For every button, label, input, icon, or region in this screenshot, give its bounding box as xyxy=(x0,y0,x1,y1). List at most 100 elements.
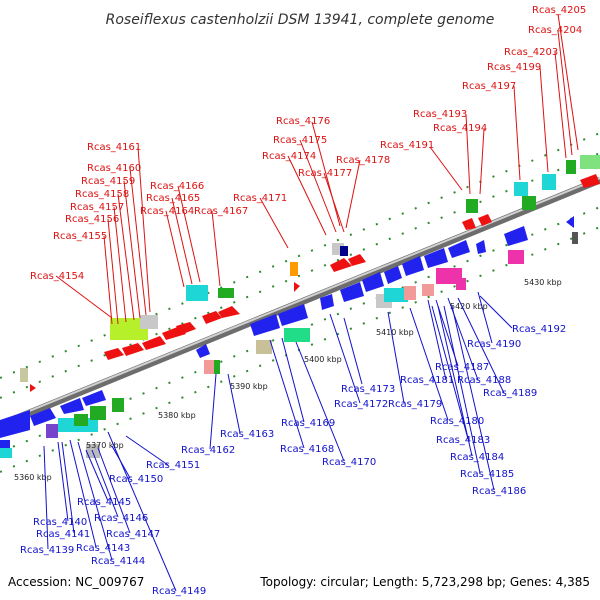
gene-label: Rcas_4147 xyxy=(106,529,160,540)
gene-arrow xyxy=(104,348,124,360)
genome-track xyxy=(0,176,600,429)
gene-block xyxy=(290,262,298,276)
gene-arrow xyxy=(82,390,106,406)
gene-label: Rcas_4162 xyxy=(181,445,235,456)
gene-block xyxy=(522,196,536,210)
gene-label: Rcas_4168 xyxy=(280,444,334,455)
gene-label: Rcas_4163 xyxy=(220,429,274,440)
gene-block xyxy=(140,315,158,329)
gene-block xyxy=(436,268,462,284)
kbp-label: 5410 kbp xyxy=(376,328,414,337)
gene-label: Rcas_4161 xyxy=(87,142,141,153)
gene-arrow xyxy=(278,304,308,326)
gene-arrow xyxy=(60,398,84,414)
gene-label: Rcas_4139 xyxy=(20,545,74,556)
gene-arrow xyxy=(580,174,600,188)
gene-label: Rcas_4186 xyxy=(472,486,526,497)
gene-label: Rcas_4165 xyxy=(146,193,200,204)
bottom-gene-labels: Rcas_4192 Rcas_4190 Rcas_4187 Rcas_4181 … xyxy=(20,324,566,597)
gene-label: Rcas_4199 xyxy=(487,62,541,73)
kbp-label: 5400 kbp xyxy=(304,355,342,364)
gene-arrow xyxy=(362,272,384,292)
gene-arrow xyxy=(462,218,476,230)
gene-arrow xyxy=(0,410,30,438)
gene-label: Rcas_4172 xyxy=(334,399,388,410)
gene-block xyxy=(514,182,528,196)
gene-label: Rcas_4181 xyxy=(400,375,454,386)
gene-label: Rcas_4204 xyxy=(528,25,582,36)
kbp-label: 5380 kbp xyxy=(158,411,196,420)
gene-arrow xyxy=(176,322,196,335)
gene-label: Rcas_4154 xyxy=(30,271,84,282)
gene-block xyxy=(384,288,408,302)
gene-label: Rcas_4191 xyxy=(380,140,434,151)
gene-label: Rcas_4160 xyxy=(87,163,141,174)
gene-block xyxy=(86,444,100,458)
gene-label: Rcas_4177 xyxy=(298,168,352,179)
gene-label: Rcas_4150 xyxy=(109,474,163,485)
gene-block xyxy=(456,278,466,290)
gene-arrow xyxy=(566,216,574,228)
gene-label: Rcas_4175 xyxy=(273,135,327,146)
gene-arrow xyxy=(348,254,366,266)
gene-block xyxy=(186,285,208,301)
gene-block xyxy=(404,286,416,300)
gene-block xyxy=(580,155,600,169)
gene-label: Rcas_4141 xyxy=(36,529,90,540)
gene-label: Rcas_4173 xyxy=(341,384,395,395)
gene-arrow xyxy=(250,314,280,336)
gene-label: Rcas_4145 xyxy=(77,497,131,508)
top-strand-genes xyxy=(20,155,600,392)
gene-arrow xyxy=(142,336,166,350)
gene-label: Rcas_4166 xyxy=(150,181,204,192)
gene-label: Rcas_4205 xyxy=(532,5,586,16)
gene-label: Rcas_4144 xyxy=(91,556,145,567)
gene-label: Rcas_4151 xyxy=(146,460,200,471)
gene-block xyxy=(204,360,216,374)
gene-label: Rcas_4143 xyxy=(76,543,130,554)
gene-block xyxy=(110,318,148,340)
gene-label: Rcas_4180 xyxy=(430,416,484,427)
kbp-label: 5430 kbp xyxy=(524,278,562,287)
gene-label: Rcas_4189 xyxy=(483,388,537,399)
gene-label: Rcas_4193 xyxy=(413,109,467,120)
gene-label: Rcas_4157 xyxy=(70,202,124,213)
gene-label: Rcas_4149 xyxy=(152,586,206,597)
gene-label: Rcas_4170 xyxy=(322,457,376,468)
gene-block xyxy=(90,406,106,420)
gene-label: Rcas_4178 xyxy=(336,155,390,166)
gene-block xyxy=(466,199,478,213)
gene-label: Rcas_4146 xyxy=(94,513,148,524)
kbp-label: 5360 kbp xyxy=(14,473,52,482)
gene-arrow xyxy=(384,266,402,284)
gene-label: Rcas_4155 xyxy=(53,231,107,242)
gene-label: Rcas_4158 xyxy=(75,189,129,200)
gene-arrow xyxy=(476,240,486,254)
bottom-strand-genes xyxy=(0,216,578,458)
gene-block xyxy=(340,246,348,256)
gene-arrow xyxy=(30,384,36,392)
gene-block xyxy=(46,424,58,438)
gene-arrow xyxy=(202,311,222,324)
gene-arrow xyxy=(218,306,240,318)
gene-label: Rcas_4184 xyxy=(450,452,504,463)
gene-label: Rcas_4167 xyxy=(194,206,248,217)
gene-arrow xyxy=(294,282,300,292)
gene-label: Rcas_4194 xyxy=(433,123,487,134)
gene-label: Rcas_4185 xyxy=(460,469,514,480)
gene-label: Rcas_4187 xyxy=(435,362,489,373)
gene-label: Rcas_4188 xyxy=(457,375,511,386)
map-title: Roseiflexus castenholzii DSM 13941, comp… xyxy=(106,12,495,28)
kbp-label: 5390 kbp xyxy=(230,382,268,391)
gene-arrow xyxy=(504,226,528,246)
top-gene-labels: Rcas_4205 Rcas_4204 Rcas_4203 Rcas_4199 … xyxy=(30,5,586,282)
gene-block xyxy=(256,340,272,354)
accession-text: Accession: NC_009767 xyxy=(8,575,144,589)
topology-text: Topology: circular; Length: 5,723,298 bp… xyxy=(259,575,590,589)
gene-arrow xyxy=(122,343,144,356)
gene-block xyxy=(542,174,556,190)
gene-label: Rcas_4179 xyxy=(388,399,442,410)
gene-label: Rcas_4176 xyxy=(276,116,330,127)
gene-block xyxy=(422,284,434,296)
